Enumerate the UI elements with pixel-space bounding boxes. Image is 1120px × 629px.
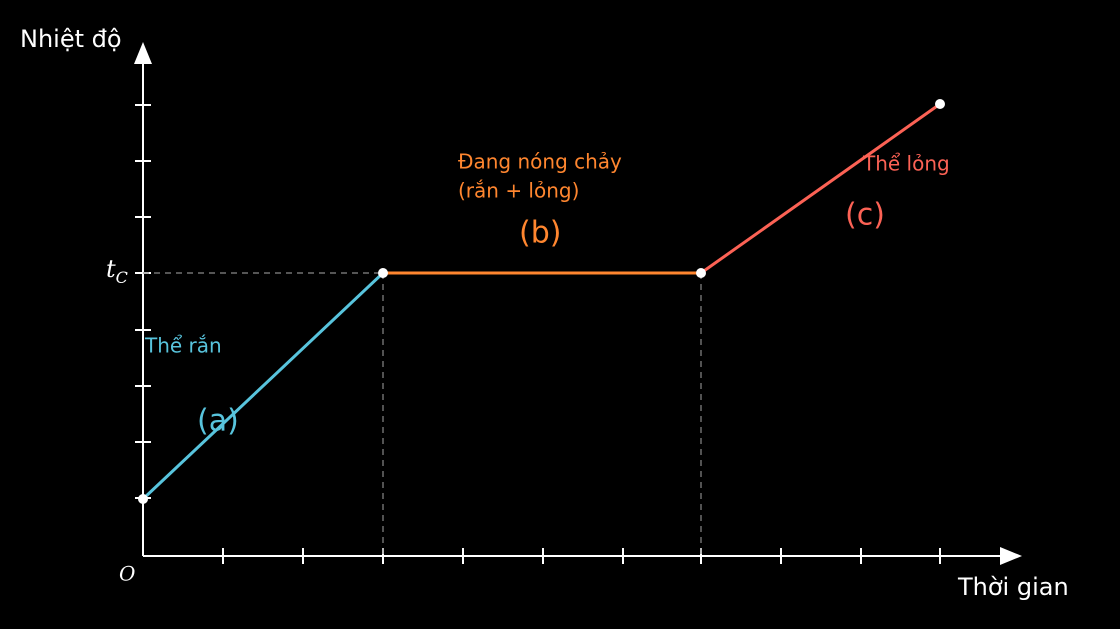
x-axis-label: Thời gian — [957, 573, 1069, 601]
segment-c — [700, 102, 941, 275]
points — [138, 99, 945, 504]
y-axis-label: Nhiệt độ — [20, 25, 122, 53]
segment-c-name: Thể lỏng — [862, 152, 950, 176]
x-ticks — [222, 548, 941, 564]
segment-b-name: Đang nóng chảy — [458, 150, 622, 174]
y-arrow — [134, 42, 152, 64]
melting-temp-sub: C — [116, 268, 128, 287]
x-arrow — [1000, 547, 1022, 565]
melting-temp-label: tC — [106, 255, 128, 287]
origin-label: O — [119, 562, 135, 586]
segment-a-name: Thể rắn — [144, 334, 222, 358]
segment-a-label: (a) — [197, 404, 239, 439]
segment-b-label: (b) — [519, 216, 561, 251]
axes — [135, 60, 1005, 564]
segment-c-label: (c) — [845, 198, 885, 233]
segment-a — [141, 271, 385, 501]
melting-temp-main: t — [106, 255, 116, 283]
guide-lines — [143, 272, 702, 556]
segment-b-name-line2: (rắn + lỏng) — [458, 179, 579, 203]
